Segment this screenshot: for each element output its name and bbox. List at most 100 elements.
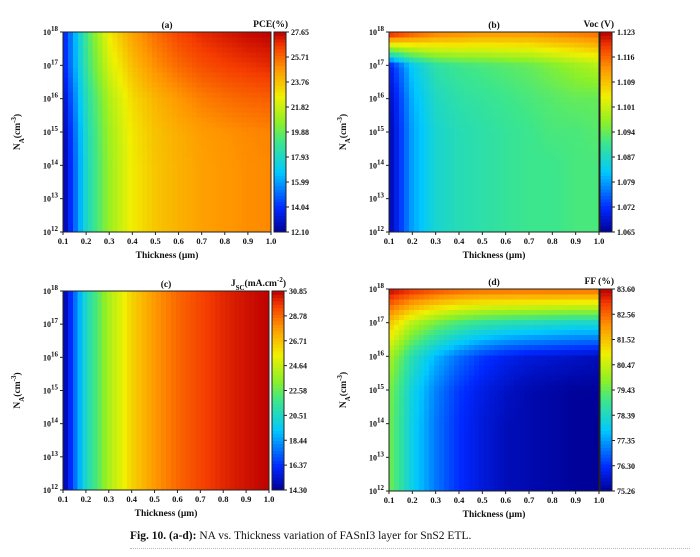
heatmap-cell: [529, 87, 535, 93]
heatmap-cell: [539, 217, 545, 223]
colorbar-segment: [274, 92, 286, 96]
colorbar-segment: [600, 72, 612, 76]
heatmap-cell: [180, 480, 187, 486]
heatmap-cell: [534, 32, 540, 38]
heatmap-cell: [205, 430, 211, 436]
heatmap-cell: [589, 207, 595, 213]
heatmap-cell: [216, 142, 223, 148]
heatmap-cell: [63, 475, 69, 481]
heatmap-cell: [266, 177, 272, 183]
heatmap-cell: [229, 455, 236, 461]
heatmap-cell: [191, 52, 198, 58]
heatmap-cell: [449, 157, 455, 163]
colorbar-segment: [274, 132, 286, 136]
heatmap-cell: [409, 67, 415, 73]
heatmap-cell: [539, 87, 545, 93]
heatmap-cell: [175, 440, 182, 446]
heatmap-cell: [399, 212, 405, 218]
heatmap-cell: [459, 62, 465, 68]
heatmap-cell: [484, 167, 490, 173]
heatmap-cell: [469, 32, 475, 38]
heatmap-cell: [206, 127, 213, 133]
heatmap-cell: [509, 57, 515, 63]
heatmap-cell: [112, 330, 118, 337]
heatmap-cell: [579, 67, 585, 73]
heatmap-cell: [72, 172, 79, 178]
heatmap-cell: [162, 97, 168, 103]
heatmap-cell: [146, 345, 152, 352]
heatmap-cell: [181, 217, 188, 223]
colorbar-segment: [274, 145, 286, 150]
heatmap-cell: [137, 112, 143, 118]
heatmap-cell: [175, 485, 182, 491]
heatmap-cell: [102, 405, 108, 411]
heatmap-cell: [151, 370, 157, 377]
heatmap-cell: [215, 420, 221, 426]
heatmap-cell: [117, 47, 124, 53]
heatmap-cell: [176, 167, 183, 173]
heatmap-cell: [246, 72, 252, 78]
heatmap-cell: [137, 192, 143, 198]
heatmap-cell: [82, 132, 89, 138]
heatmap-cell: [137, 87, 143, 93]
heatmap-cell: [559, 42, 565, 48]
heatmap-cell: [215, 390, 221, 397]
heatmap-cell: [394, 32, 400, 38]
heatmap-cell: [221, 152, 228, 158]
heatmap-cell: [127, 47, 133, 53]
heatmap-cell: [131, 485, 138, 491]
heatmap-cell: [72, 355, 79, 362]
heatmap-cell: [97, 415, 103, 421]
heatmap-cell: [534, 87, 540, 93]
heatmap-cell: [399, 37, 405, 43]
heatmap-cell: [539, 187, 545, 193]
heatmap-cell: [236, 177, 242, 183]
heatmap-cell: [201, 97, 208, 103]
heatmap-cell: [514, 147, 520, 153]
heatmap-cell: [63, 197, 69, 203]
heatmap-cell: [210, 465, 216, 471]
heatmap-cell: [191, 187, 198, 193]
heatmap-cell: [82, 320, 89, 327]
heatmap-cell: [544, 207, 550, 213]
heatmap-cell: [579, 202, 585, 208]
heatmap-cell: [87, 315, 94, 322]
heatmap-cell: [424, 172, 430, 178]
heatmap-cell: [97, 142, 104, 148]
heatmap-cell: [559, 87, 565, 93]
heatmap-cell: [579, 82, 585, 88]
heatmap-cell: [97, 330, 103, 337]
heatmap-cell: [196, 122, 203, 128]
heatmap-cell: [474, 212, 480, 218]
heatmap-cell: [219, 350, 226, 357]
heatmap-cell: [157, 57, 163, 63]
heatmap-cell: [459, 207, 465, 213]
heatmap-cell: [206, 207, 213, 213]
heatmap-cell: [479, 57, 485, 63]
heatmap-cell: [414, 192, 420, 198]
heatmap-cell: [479, 147, 485, 153]
heatmap-cell: [589, 217, 595, 223]
heatmap-cell: [146, 450, 152, 456]
heatmap-cell: [142, 177, 148, 183]
heatmap-cell: [200, 375, 206, 382]
heatmap-cell: [539, 212, 545, 218]
heatmap-cell: [190, 410, 197, 416]
colorbar-segment: [274, 225, 286, 230]
heatmap-cell: [190, 300, 197, 307]
heatmap-cell: [494, 72, 500, 78]
colorbar-title: Voc (V): [583, 19, 614, 30]
heatmap-cell: [132, 72, 138, 78]
heatmap-cell: [389, 62, 395, 68]
heatmap-cell: [454, 202, 460, 208]
heatmap-cell: [399, 107, 405, 113]
heatmap-cell: [439, 37, 445, 43]
heatmap-cell: [161, 405, 167, 411]
heatmap-cell: [102, 320, 108, 327]
heatmap-cell: [444, 67, 450, 73]
heatmap-cell: [97, 212, 104, 218]
heatmap-cell: [63, 340, 69, 347]
heatmap-cell: [479, 62, 485, 68]
heatmap-cell: [559, 112, 565, 118]
heatmap-cell: [116, 355, 123, 362]
